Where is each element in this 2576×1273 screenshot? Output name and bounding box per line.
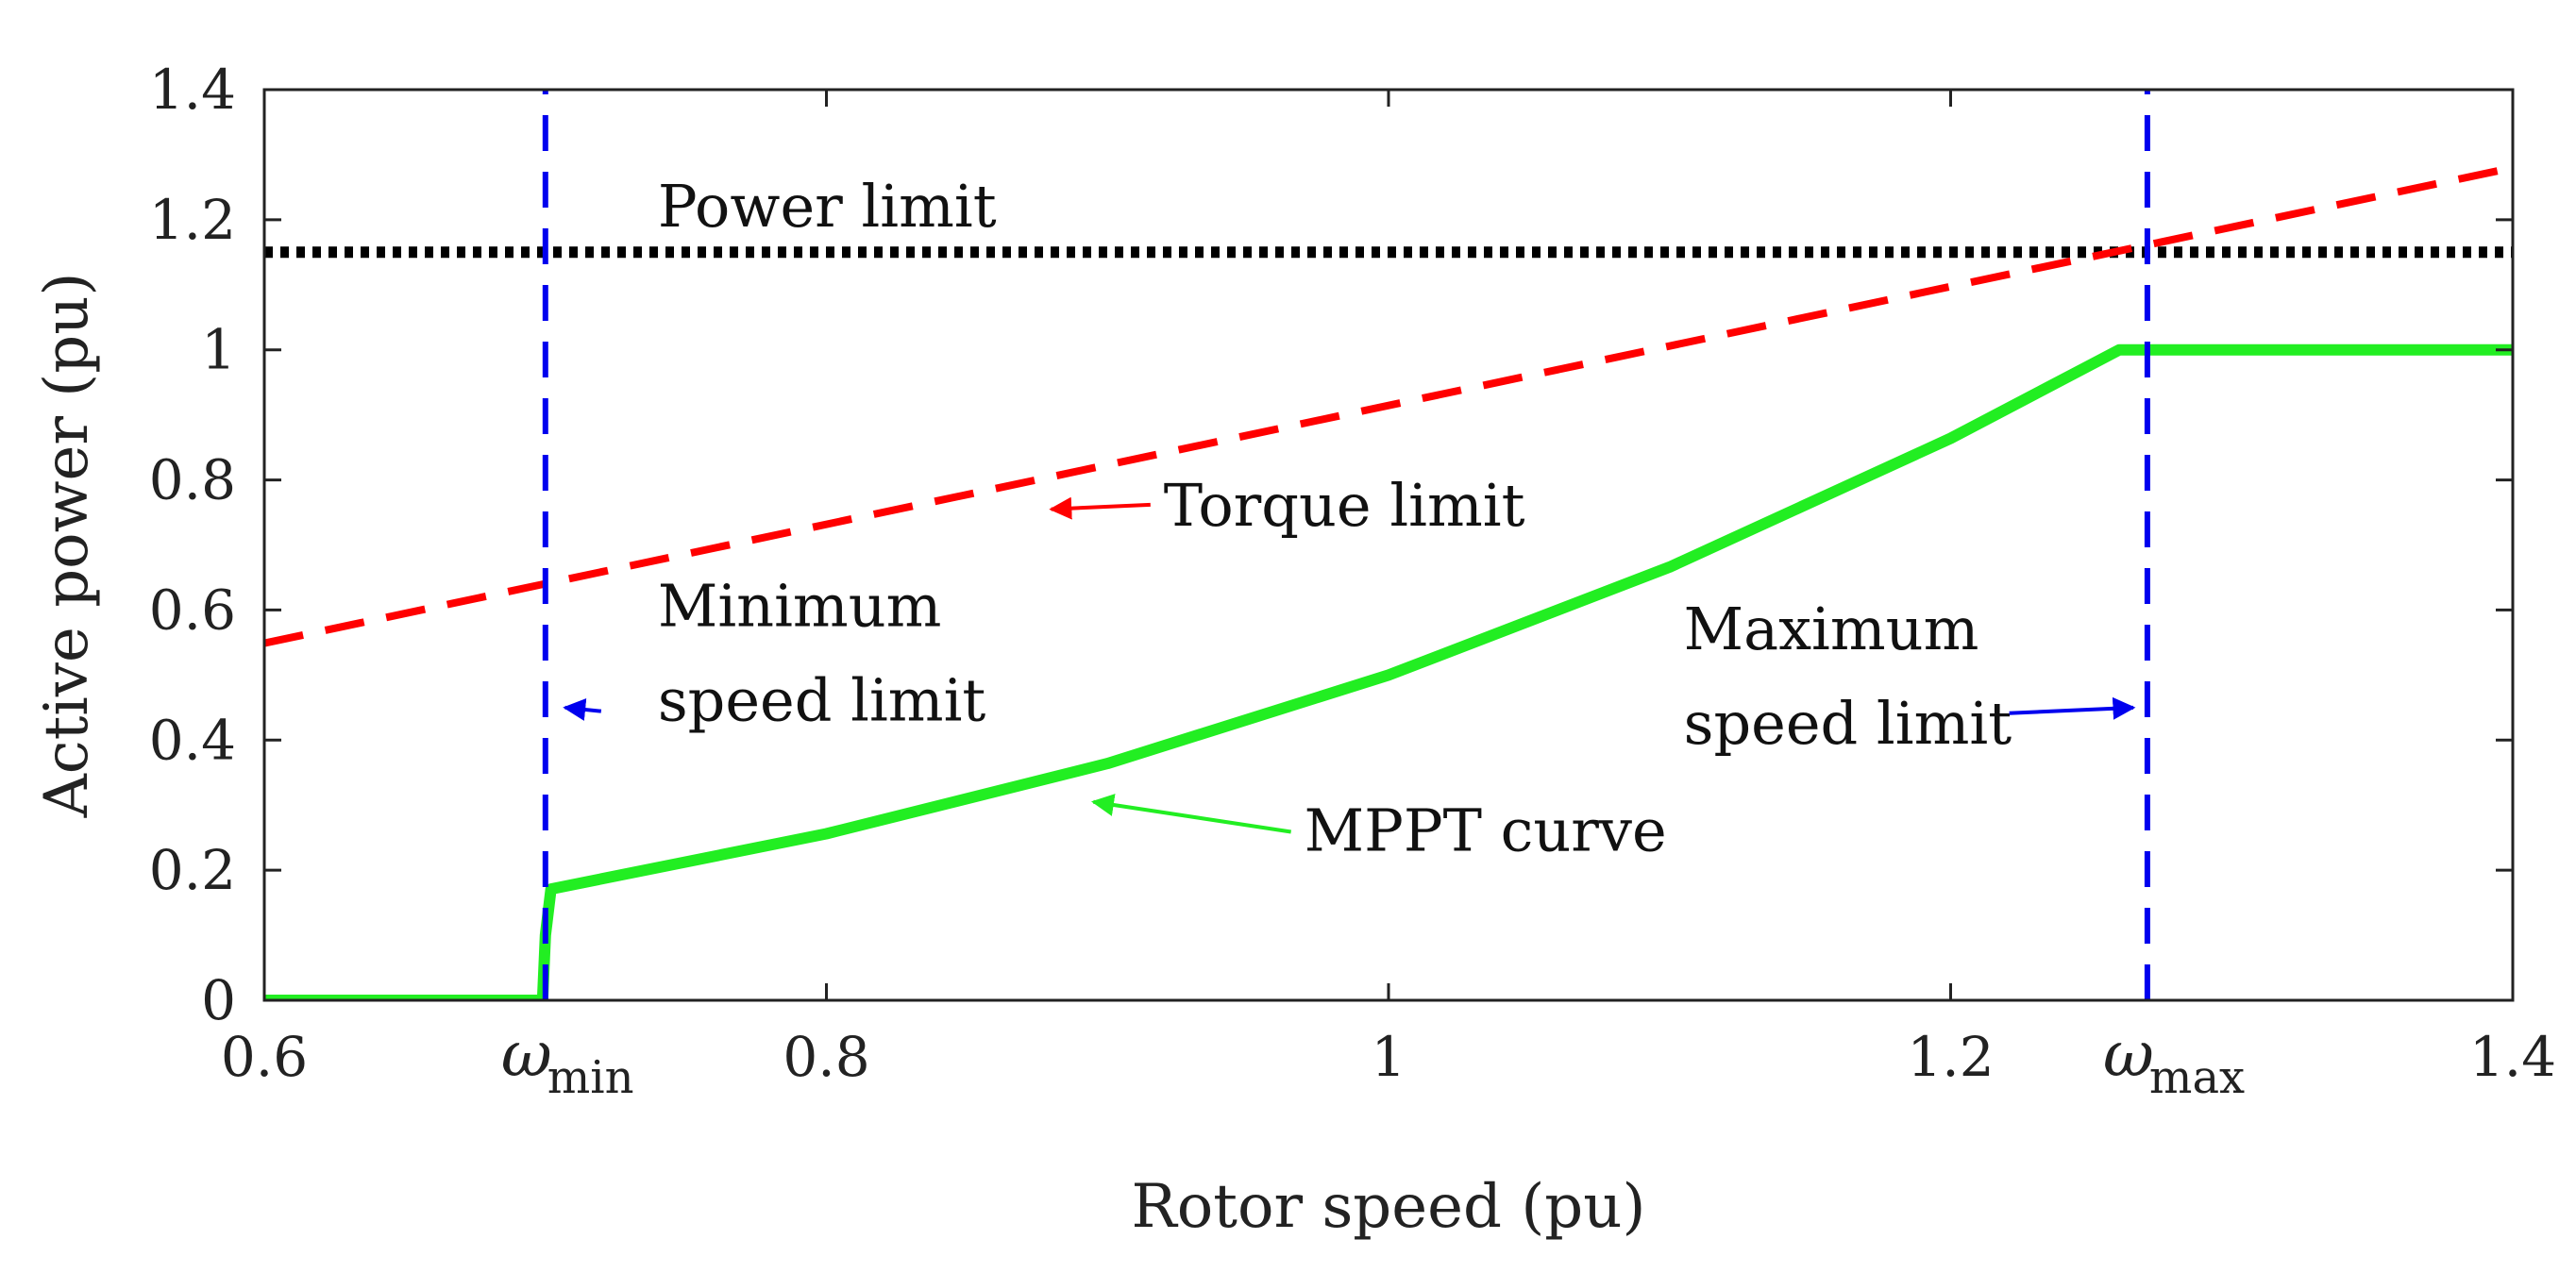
annotation-mppt-curve: MPPT curve: [1090, 794, 1667, 864]
y-axis-title: Active power (pu): [32, 273, 102, 819]
annotation-arrow-minimum-speed-limit: [563, 698, 602, 721]
annotation-minimum-speed-limit: Minimum speed limit: [563, 572, 986, 735]
y-tick-label: 1.2: [149, 188, 236, 252]
annotation-arrow-mppt-curve: [1090, 794, 1291, 834]
x-axis-title: Rotor speed (pu): [1132, 1172, 1646, 1242]
annotation-arrow-torque-limit: [1049, 496, 1151, 520]
y-tick-label: 1.4: [149, 58, 236, 122]
x-tick-label: 0.8: [783, 1025, 869, 1089]
x-tick-label: 1.2: [1907, 1025, 1994, 1089]
y-tick-label: 0.8: [149, 448, 236, 512]
annotation-maximum-speed-limit: Maximum speed limit: [1684, 595, 2136, 758]
annotations: Power limit Torque limit Minimum speed limi…: [563, 172, 2136, 864]
annotation-text-torque-limit: Torque limit: [1164, 471, 1525, 540]
annotation-text-minimum-speed-limit: speed limit: [658, 666, 986, 735]
x-tick-label: 1.4: [2469, 1025, 2556, 1089]
y-tick-label: 0.2: [149, 838, 236, 902]
annotation-text-minimum-speed-limit: Minimum: [658, 572, 942, 641]
annotation-power-limit: Power limit: [658, 172, 997, 241]
x-tick-label-subscript-min: min: [547, 1051, 634, 1104]
annotation-text-maximum-speed-limit: speed limit: [1684, 689, 2012, 758]
plot-area: [264, 90, 2513, 1000]
x-tick-label: 0.6: [221, 1025, 308, 1089]
x-tick-label-omega-max: ω: [2103, 1018, 2154, 1091]
y-tick-label: 0.4: [149, 708, 236, 772]
annotation-arrow-maximum-speed-limit: [2009, 696, 2136, 720]
annotation-text-mppt-curve: MPPT curve: [1305, 796, 1667, 864]
series-mppt-curve: [264, 343, 2513, 1000]
x-tick-label-subscript-max: max: [2149, 1051, 2245, 1104]
x-tick-label-omega-min: ω: [501, 1018, 552, 1091]
y-tick-label: 1: [201, 318, 236, 382]
annotation-text-maximum-speed-limit: Maximum: [1684, 595, 1979, 663]
y-tick-label: 0.6: [149, 578, 236, 642]
annotation-text-power-limit: Power limit: [658, 172, 997, 241]
annotation-torque-limit: Torque limit: [1049, 471, 1525, 540]
series-torque-limit: [264, 163, 2513, 647]
x-tick-label: 1: [1372, 1025, 1406, 1089]
y-tick-label: 0: [201, 968, 236, 1032]
